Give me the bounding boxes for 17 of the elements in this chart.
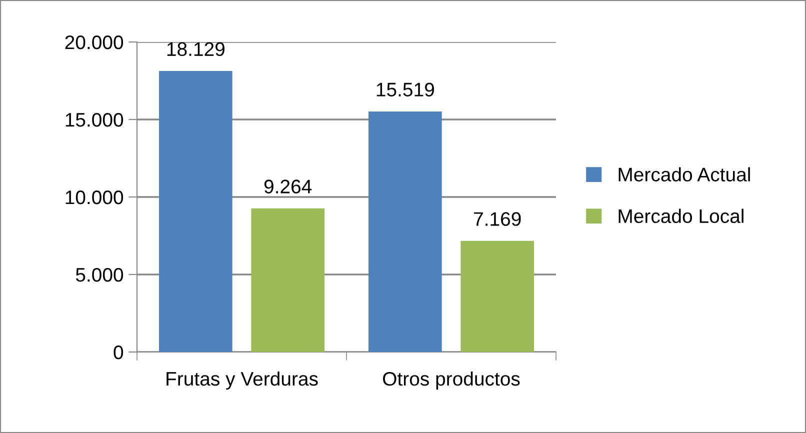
y-tick-label: 0	[114, 345, 124, 360]
data-label: 7.169	[474, 212, 521, 226]
data-label: 9.264	[264, 180, 312, 194]
data-label: 15.519	[376, 82, 434, 96]
x-tick-label: Frutas y Verduras	[166, 371, 318, 390]
y-tick-label: 15.000	[66, 112, 124, 127]
y-tick-label: 10.000	[66, 190, 124, 204]
bar	[251, 208, 324, 352]
y-tick-label: 20.000	[65, 35, 124, 50]
bar	[368, 111, 442, 352]
data-label: 18.129	[167, 42, 224, 56]
y-tick-label: 5.000	[76, 268, 124, 282]
bar	[159, 71, 232, 352]
legend-label: Mercado Local	[618, 208, 744, 224]
x-tick-label: Otros productos	[383, 371, 520, 390]
legend-label: Mercado Actual	[618, 167, 750, 182]
bar	[460, 240, 534, 352]
